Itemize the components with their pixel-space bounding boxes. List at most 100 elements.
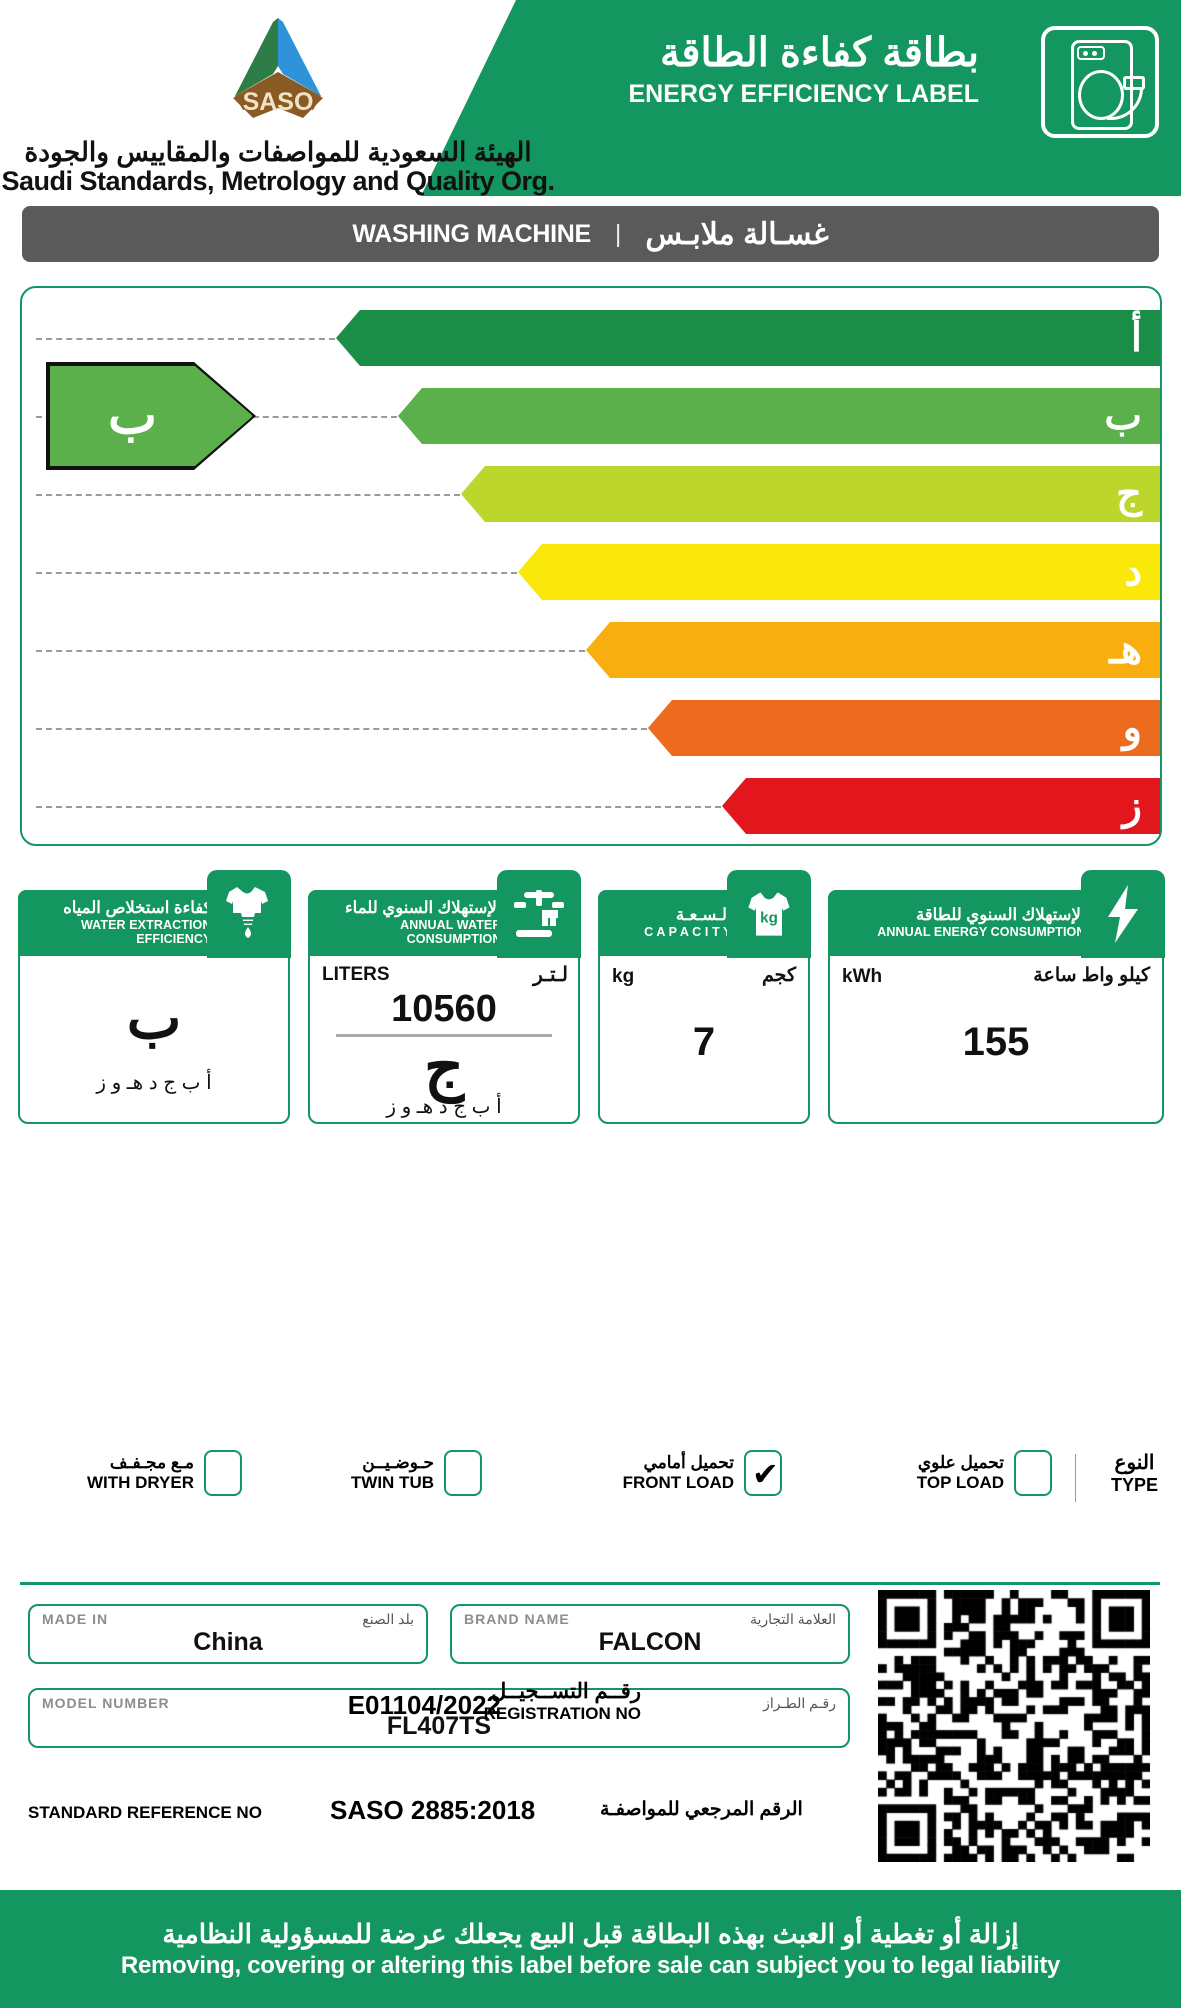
type-option-label: تحميل علوي TOP LOAD (917, 1453, 1004, 1493)
product-name-en: WASHING MACHINE (352, 219, 591, 248)
annual-energy-consumption-value: 155 (962, 1020, 1030, 1064)
type-option-label-ar: مـع مجـفـف (109, 1452, 194, 1472)
model-number-value: FL407TS (386, 1712, 492, 1740)
scale-band-3: د (518, 544, 1160, 600)
registration-value: E01104/2022 (347, 1690, 501, 1720)
type-option-front-load[interactable]: تحميل أمامي FRONT LOAD ✔ (623, 1450, 782, 1496)
product-title-bar: WASHING MACHINE | غسـالة ملابـس (22, 206, 1159, 262)
brand-name-value: FALCON (598, 1628, 702, 1656)
brand-name-label-ar: العلامة التجارية (749, 1611, 836, 1627)
type-option-label: مـع مجـفـف WITH DRYER (87, 1453, 194, 1493)
saso-logo-block: SASO الهيئة السعودية للمواصفات والمقاييس… (0, 14, 556, 197)
energy-class-scale: أ ب ج د هـ و ز ب (20, 286, 1162, 846)
washing-machine-control-panel (1077, 46, 1105, 60)
type-option-checkbox[interactable] (444, 1450, 482, 1496)
scale-band-arrow: د (518, 544, 1160, 600)
capacity-value: 7 (692, 1020, 716, 1064)
legal-warning-footer: إزالة أو تغطية أو العبث بهذه البطاقة قبل… (0, 1890, 1181, 2008)
info-boxes-row: كفاءة استخلاص المياه WATER EXTRACTION EFF… (17, 868, 1165, 1128)
type-option-top-load[interactable]: تحميل علوي TOP LOAD (917, 1450, 1052, 1496)
brand-name-field[interactable]: BRAND NAME العلامة التجارية FALCON (450, 1604, 850, 1664)
type-option-checkbox[interactable]: ✔ (744, 1450, 782, 1496)
type-option-label-en: TOP LOAD (916, 1473, 1004, 1492)
scale-band-arrow: و (648, 700, 1160, 756)
scale-band-5: و (648, 700, 1160, 756)
label-title-ar: بطاقة كفاءة الطاقة (659, 31, 980, 75)
shirt-kg-icon: kg (726, 870, 811, 958)
power-plug-icon (1123, 76, 1145, 90)
scale-band-arrow: هـ (586, 622, 1160, 678)
saso-logo-icon: SASO (233, 18, 323, 118)
qr-code[interactable] (878, 1590, 1150, 1862)
type-option-checkbox[interactable] (1014, 1450, 1052, 1496)
scale-band-letter: د (1124, 550, 1142, 594)
made-in-field[interactable]: MADE IN بلد الصنع China (28, 1604, 428, 1664)
washing-machine-icon (1041, 26, 1159, 138)
product-name-ar: غسـالة ملابـس (645, 217, 829, 251)
type-option-label-en: WITH DRYER (86, 1473, 194, 1492)
label-title: بطاقة كفاءة الطاقة ENERGY EFFICIENCY LAB… (628, 28, 980, 109)
unit-label-ar: كيلو واط ساعة (1033, 965, 1150, 986)
info-box-title-ar: الـسـعـة (675, 906, 732, 925)
scale-band-0: أ (336, 310, 1160, 366)
machine-type-row: النوع TYPE تحميل علوي TOP LOAD تحميل أمامي… (20, 1444, 1162, 1516)
type-option-checkbox[interactable] (204, 1450, 242, 1496)
made-in-label-en: MADE IN (42, 1611, 109, 1627)
type-divider (1075, 1454, 1076, 1502)
info-box-title-ar: الإستهلاك السنوي للماء (344, 899, 502, 918)
info-box-header: الـسـعـة C A P A C I T Y (597, 889, 732, 956)
washing-machine-body (1071, 40, 1133, 130)
pointer-fill: ب (50, 366, 252, 466)
info-box-body: LITERS لـتـر 10560 ج أ ب ج د هـ و ز (310, 958, 578, 1124)
label-title-en: ENERGY EFFICIENCY LABEL (628, 80, 979, 108)
type-option-label-ar: تحميل أمامي (643, 1452, 734, 1472)
info-box-body: kg كجم 7 (600, 958, 808, 1124)
model-number-field[interactable]: MODEL NUMBER رقـم الطـراز FL407TS (28, 1688, 850, 1748)
org-name-en: Saudi Standards, Metrology and Quality O… (1, 166, 555, 196)
scale-band-letter: ج (1116, 472, 1142, 516)
water-extraction-grade: ب (126, 986, 182, 1051)
info-box-title-en: ANNUAL WATER CONSUMPTION (400, 917, 502, 946)
info-box-title-en: WATER EXTRACTION EFFICIENCY (80, 917, 212, 946)
type-option-label: تحميل أمامي FRONT LOAD (623, 1453, 734, 1493)
type-label: النوع TYPE (1111, 1452, 1158, 1496)
scale-band-1: ب (398, 388, 1160, 444)
scale-guide-line (36, 650, 585, 652)
value-underline (336, 1034, 552, 1037)
type-option-with-dryer[interactable]: مـع مجـفـف WITH DRYER (87, 1450, 242, 1496)
liters-label-ar: لـتـر (533, 964, 568, 986)
info-box-title-ar: الإستهلاك السنوي للطاقة (915, 906, 1086, 925)
power-cord-icon (1107, 88, 1143, 120)
type-option-twin-tub[interactable]: حـوضـيــن TWIN TUB (351, 1450, 482, 1496)
liters-label-en: LITERS (322, 964, 390, 985)
info-box-body: ب أ ب ج د هـ و ز (20, 958, 288, 1124)
info-box-title-en: ANNUAL ENERGY CONSUMPTION (877, 924, 1086, 939)
scale-guide-line (36, 338, 335, 340)
type-label-en: TYPE (1110, 1475, 1158, 1495)
annual-water-value: 10560 (391, 988, 497, 1030)
model-number-label-ar: رقـم الطـراز (763, 1695, 836, 1711)
standard-label-ar: الرقم المرجعي للمواصفـة (600, 1799, 803, 1820)
brand-name-label-en: BRAND NAME (464, 1611, 570, 1627)
svg-text:kg: kg (760, 910, 778, 927)
legal-warning-en: Removing, covering or altering this labe… (120, 1951, 1061, 1979)
scale-band-letter: و (1122, 706, 1142, 750)
info-box-header: كفاءة استخلاص المياه WATER EXTRACTION EFF… (17, 889, 212, 956)
header: SASO الهيئة السعودية للمواصفات والمقاييس… (0, 0, 1181, 196)
water-extraction-scale: أ ب ج د هـ و ز (96, 1072, 212, 1094)
unit-label-ar: كجم (762, 965, 796, 986)
section-divider (20, 1582, 1160, 1585)
type-option-label-ar: حـوضـيــن (362, 1452, 434, 1472)
scale-band-2: ج (461, 466, 1160, 522)
unit-label-en: kg (612, 966, 635, 987)
scale-band-6: ز (722, 778, 1160, 834)
scale-band-4: هـ (586, 622, 1160, 678)
model-number-label-en: MODEL NUMBER (42, 1695, 170, 1711)
scale-band-letter: أ (1130, 316, 1142, 360)
info-box-annual-energy-consumption: الإستهلاك السنوي للطاقة ANNUAL ENERGY CON… (827, 870, 1165, 1124)
scale-band-arrow: ب (398, 388, 1160, 444)
standard-value: SASO 2885:2018 (330, 1795, 536, 1825)
info-box-body: kWh كيلو واط ساعة 155 (830, 958, 1162, 1124)
info-box-title-ar: كفاءة استخلاص المياه (63, 899, 212, 918)
annual-water-scale: أ ب ج د هـ و ز (386, 1096, 502, 1118)
